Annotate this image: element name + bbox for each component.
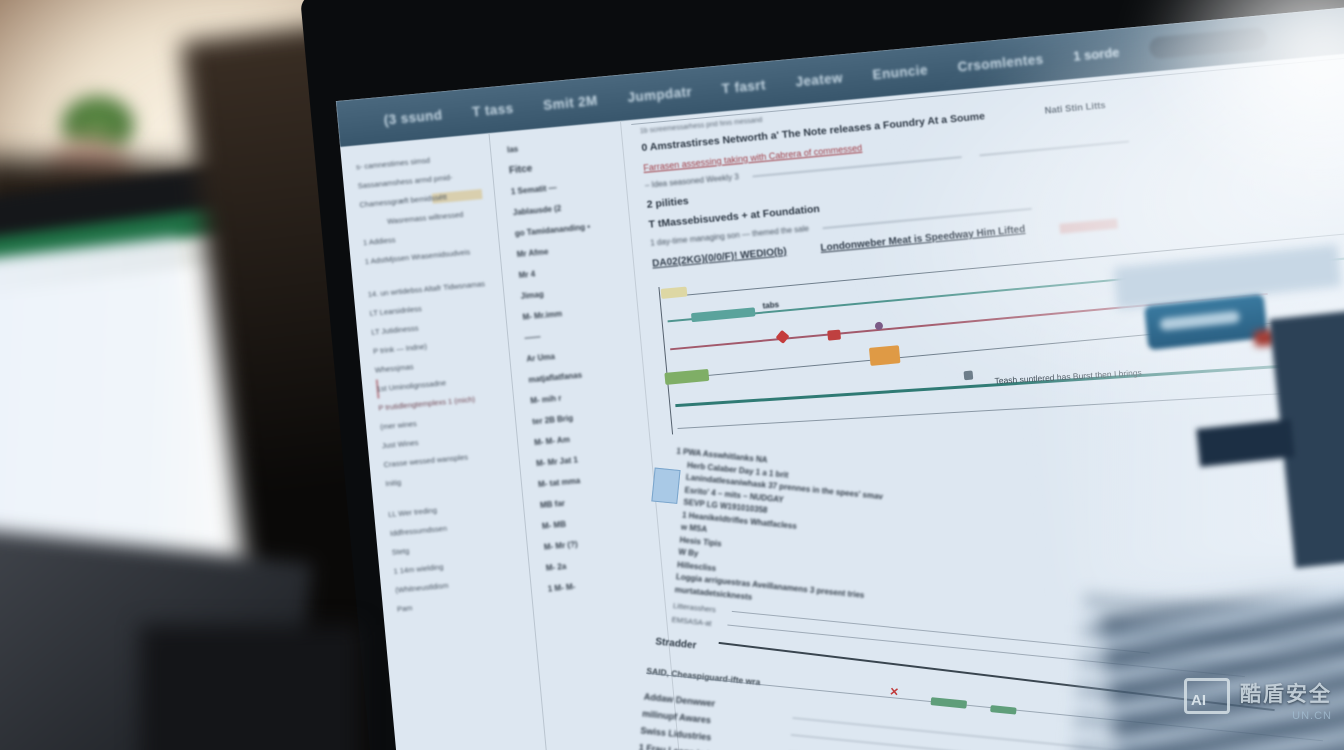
tooltip-text-smear (1159, 310, 1241, 331)
watermark-domain: UN.CN (1292, 710, 1332, 722)
watermark-cn-text: 酷盾安全 (1240, 683, 1332, 706)
watermark-ai-box: AI (1184, 678, 1230, 714)
watermark: AI 酷盾安全 UN.CN (1184, 678, 1332, 722)
laptop-keyboard-shadow (140, 625, 360, 750)
